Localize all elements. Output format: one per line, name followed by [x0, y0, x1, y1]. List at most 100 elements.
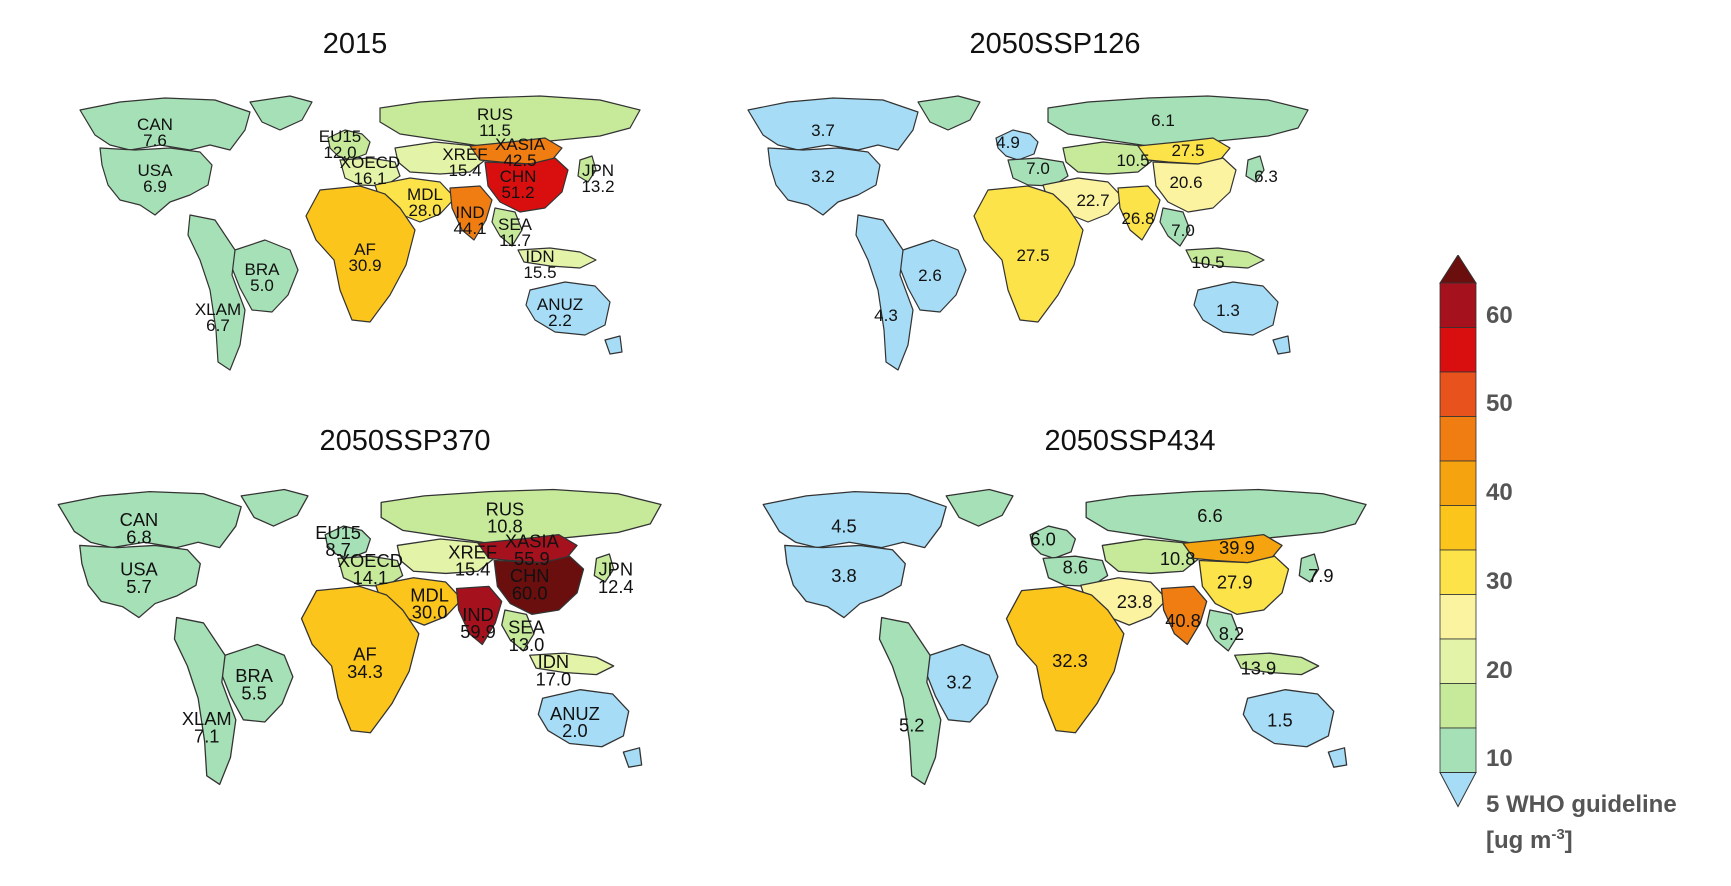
region-usa	[784, 544, 906, 619]
region-code-idn: IDN	[538, 651, 570, 672]
region-af	[300, 585, 420, 734]
region-value-anuz: 1.5	[1267, 709, 1292, 730]
colorbar-swatch-30_35	[1439, 505, 1477, 551]
region-anuz	[537, 689, 630, 748]
new-zealand-shape	[622, 747, 643, 768]
region-value-sea: 7.0	[1171, 221, 1195, 240]
region-value-af: 30.9	[348, 256, 381, 275]
region-value-xasia: 39.9	[1219, 537, 1255, 558]
panel-title-2050ssp126: 2050SSP126	[969, 28, 1141, 60]
region-code-xasia: XASIA	[505, 531, 560, 552]
new-zealand-shape	[604, 335, 623, 355]
region-chn	[484, 157, 569, 213]
region-value-xref: 10.8	[1160, 548, 1196, 569]
region-value-xref: 15.4	[455, 559, 491, 580]
region-code-jpn: JPN	[582, 161, 614, 180]
region-xlam	[187, 214, 246, 371]
new-zealand-shape	[1327, 747, 1348, 768]
region-value-bra: 2.6	[918, 266, 942, 285]
region-jpn	[1298, 553, 1320, 583]
region-code-jpn: JPN	[599, 559, 634, 580]
region-value-mdl: 22.7	[1076, 191, 1109, 210]
region-code-mdl: MDL	[410, 584, 449, 605]
region-sea	[491, 207, 523, 247]
region-code-bra: BRA	[235, 665, 273, 686]
region-anuz	[525, 281, 611, 336]
region-value-idn: 10.5	[1191, 253, 1224, 272]
new-zealand-shape	[1272, 335, 1291, 355]
region-value-xasia: 27.5	[1171, 141, 1204, 160]
region-ind	[1160, 585, 1208, 646]
colorbar-swatch-35_40	[1439, 460, 1477, 506]
map-2050ssp126: 3.7 3.2 4.9 7.0 10.5 6.1 27.5 20.6 6.3 22.7 26.8 7.…	[747, 95, 1309, 371]
colorbar-tick-60: 60	[1486, 302, 1513, 329]
region-value-mdl: 23.8	[1117, 591, 1153, 612]
colorbar-swatch-15_20	[1439, 638, 1477, 684]
region-value-jpn: 13.2	[581, 177, 614, 196]
region-eu15	[324, 525, 372, 559]
colorbar-tick-40: 40	[1486, 479, 1513, 506]
region-value-ind: 26.8	[1121, 209, 1154, 228]
region-bra	[231, 239, 299, 313]
region-ind	[449, 185, 493, 241]
region-code-rus: RUS	[486, 498, 525, 519]
greenland-shape	[917, 95, 981, 131]
region-code-can: CAN	[120, 509, 159, 530]
region-value-eu15: 4.9	[996, 133, 1020, 152]
colorbar-tick-50: 50	[1486, 390, 1513, 417]
region-usa	[767, 147, 881, 216]
region-idn	[517, 247, 597, 269]
region-value-chn: 20.6	[1169, 173, 1202, 192]
region-value-anuz: 1.3	[1216, 301, 1240, 320]
colorbar-unit: [ug m-3]	[1486, 826, 1573, 854]
colorbar-legend: 60 50 40 30 20 10 5 WHO guideline [ug m-…	[1439, 255, 1677, 854]
region-code-ind: IND	[462, 604, 494, 625]
colorbar-tick-5-who-guideline: 5 WHO guideline	[1486, 791, 1677, 818]
region-code-anuz: ANUZ	[550, 703, 600, 724]
region-value-mdl: 28.0	[408, 201, 441, 220]
region-sea	[1159, 207, 1191, 247]
region-ind	[1117, 185, 1161, 241]
region-chn	[1198, 555, 1290, 615]
region-value-rus: 10.8	[487, 516, 523, 537]
region-value-ind: 59.9	[460, 621, 496, 642]
greenland-shape	[249, 95, 313, 131]
region-value-rus: 6.6	[1197, 505, 1222, 526]
region-value-xlam: 7.1	[194, 725, 219, 746]
region-af	[1005, 585, 1125, 734]
region-jpn	[577, 155, 597, 183]
region-rus	[379, 95, 641, 147]
map-2050ssp370: CAN6.8USA5.7EU158.7XOECD14.1XREF15.4RUS1…	[57, 488, 662, 786]
region-anuz	[1242, 689, 1335, 748]
region-bra	[221, 643, 294, 723]
region-code-mdl: MDL	[407, 185, 443, 204]
region-value-af: 34.3	[347, 661, 383, 682]
region-value-xoecd: 16.1	[353, 169, 386, 188]
region-eu15	[1029, 525, 1077, 559]
region-value-bra: 3.2	[946, 672, 971, 693]
region-code-can: CAN	[137, 115, 173, 134]
region-rus	[1085, 488, 1367, 544]
region-idn	[1185, 247, 1265, 269]
colorbar-tick-10: 10	[1486, 745, 1513, 772]
colorbar-top-arrow	[1439, 255, 1477, 284]
region-idn	[529, 652, 615, 676]
region-value-bra: 5.0	[250, 276, 274, 295]
region-code-xref: XREF	[442, 145, 487, 164]
region-chn	[1152, 157, 1237, 213]
region-code-idn: IDN	[525, 247, 554, 266]
region-value-rus: 11.5	[479, 121, 511, 140]
region-code-rus: RUS	[477, 105, 513, 124]
region-value-jpn: 6.3	[1254, 167, 1278, 186]
region-chn	[493, 555, 585, 615]
region-usa	[79, 544, 201, 619]
region-value-chn: 60.0	[512, 582, 548, 603]
region-af	[305, 185, 416, 323]
region-code-eu15: EU15	[315, 522, 361, 543]
region-value-rus: 6.1	[1151, 111, 1175, 130]
region-xref	[1101, 538, 1200, 575]
colorbar-swatch-40_45	[1439, 416, 1477, 462]
region-value-xref: 15.4	[448, 161, 481, 180]
region-value-can: 6.8	[126, 526, 151, 547]
greenland-shape	[240, 488, 309, 527]
